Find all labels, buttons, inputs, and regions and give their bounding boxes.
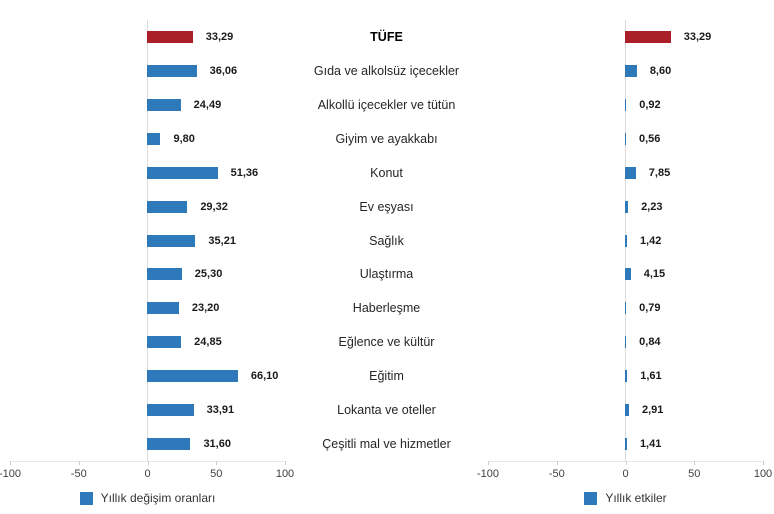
x-axis-tick [556,461,558,465]
category-label: Haberleşme [352,301,421,316]
value-label: 0,56 [639,132,661,145]
bar-Alkollü içecekler ve tütün [625,98,627,111]
legend-label: Yıllık değişim oranları [100,491,216,505]
x-axis-tick-label: -100 [0,468,22,480]
bar-Giyim ve ayakkabı [147,132,161,145]
value-label: 33,91 [206,404,235,417]
bar-Eğlence ve kültür [625,336,627,349]
bar-Lokanta ve oteller [625,404,629,417]
value-label: 8,60 [649,64,672,77]
x-axis-tick-label: 100 [275,468,295,480]
category-label: Gıda ve alkolsüz içecekler [313,63,460,78]
x-axis-tick-label: -50 [548,468,565,480]
x-axis-tick-label: 50 [688,468,701,480]
x-axis-tick [78,461,80,465]
value-label: 9,80 [173,132,195,145]
value-label: 25,30 [194,268,223,281]
value-label: 36,06 [209,64,238,77]
x-axis-tick [285,461,286,465]
legend-swatch-icon [79,491,93,505]
bar-Sağlık [625,234,627,247]
x-axis-tick [147,461,149,465]
category-label: Sağlık [369,233,404,248]
bar-Ulaştırma [625,268,631,281]
value-label: 1,42 [639,234,662,247]
value-label: 1,41 [639,438,662,451]
bar-Ev eşyası [625,200,629,213]
x-axis-tick-label: 50 [210,468,223,480]
bar-Gıda ve alkolsüz içecekler [625,64,637,77]
category-label: Eğlence ve kültür [338,335,435,350]
bar-Gıda ve alkolsüz içecekler [147,64,197,77]
x-axis-tick-label: 100 [753,468,773,480]
x-axis-tick-label: -100 [476,468,500,480]
category-label: Eğitim [369,369,404,384]
bar-Alkollü içecekler ve tütün [147,98,181,111]
bar-Giyim ve ayakkabı [625,132,626,145]
annual-change-rates-chart: 33,29 36,06 24,49 9,80 51,36 29,32 35,21 25,30 2… [0,0,294,514]
value-label: 51,36 [230,166,259,179]
bar-Eğitim [625,370,628,383]
bar-Haberleşme [625,302,627,315]
bar-Haberleşme [147,302,179,315]
bar-Çeşitli mal ve hizmetler [147,438,191,451]
x-axis-tick [694,461,696,465]
bar-TÜFE [147,30,193,43]
x-axis-tick-label: 0 [144,468,151,480]
bar-Eğitim [147,370,238,383]
category-label: Giyim ve ayakkabı [335,131,438,146]
value-label: 35,21 [208,234,236,247]
value-label: 4,15 [643,268,666,281]
x-axis-tick [488,461,489,465]
legend-annual-change-rates: Yıllık değişim oranları [10,491,285,505]
category-labels-column: TÜFE Gıda ve alkolsüz içecekler Alkollü iç… [285,0,488,514]
value-label: 0,92 [639,98,661,111]
value-label: 24,85 [194,336,222,349]
x-axis-tick [625,461,627,465]
category-label-title: TÜFE [370,29,403,44]
x-axis-tick [10,461,11,465]
x-axis-tick-label: -50 [70,468,87,480]
value-label: 24,49 [193,98,222,111]
value-label: 1,61 [640,370,662,383]
legend-label: Yıllık etkiler [605,491,667,505]
value-label: 33,29 [683,30,712,43]
bar-Lokanta ve oteller [147,404,194,417]
bar-Ulaştırma [147,268,182,281]
value-label: 29,32 [200,200,228,213]
x-axis-tick [763,461,764,465]
bar-Eğlence ve kültür [147,336,182,349]
bars-area: 33,29 8,60 0,92 0,56 7,85 2,23 1,42 4,15 0,79 0,8… [488,20,763,461]
bars-area: 33,29 36,06 24,49 9,80 51,36 29,32 35,21 25,30 2… [10,20,285,461]
value-label: 0,79 [639,302,661,315]
bar-Ev eşyası [147,200,188,213]
bar-Çeşitli mal ve hizmetler [625,438,627,451]
bar-Sağlık [147,234,196,247]
legend-annual-effects: Yıllık etkiler [488,491,763,505]
value-label: 2,23 [641,200,663,213]
legend-swatch-icon [584,491,598,505]
category-label: Lokanta ve oteller [337,403,436,418]
annual-effects-chart: 33,29 8,60 0,92 0,56 7,85 2,23 1,42 4,15 0,79 0,8… [477,0,772,514]
value-label: 33,29 [205,30,234,43]
value-label: 2,91 [642,404,664,417]
x-axis-tick-label: 0 [622,468,629,480]
bar-Konut [147,166,218,179]
category-label: Konut [370,165,403,180]
value-label: 7,85 [648,166,671,179]
value-label: 66,10 [250,370,279,383]
value-label: 0,84 [639,336,661,349]
value-label: 23,20 [191,302,220,315]
category-label: Ulaştırma [359,267,414,282]
bar-Konut [625,166,636,179]
x-axis-tick [216,461,218,465]
category-label: Çeşitli mal ve hizmetler [322,437,451,452]
bar-TÜFE [625,30,671,43]
category-label: Alkollü içecekler ve tütün [317,97,456,112]
value-label: 31,60 [203,438,231,451]
category-label: Ev eşyası [359,199,414,214]
